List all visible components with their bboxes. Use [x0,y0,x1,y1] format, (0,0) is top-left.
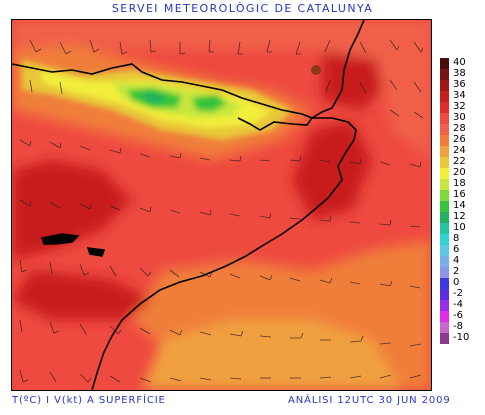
legend-label: 8 [453,233,460,244]
legend-label: -8 [453,321,463,332]
legend-label: 30 [453,112,466,123]
legend-entry: 26 [440,134,485,146]
map-canvas [12,20,431,390]
legend-swatch [440,267,449,278]
legend-swatch [440,190,449,201]
legend-swatch [440,135,449,146]
legend-entry: 0 [440,277,485,289]
legend-swatch [440,168,449,179]
legend-label: 12 [453,211,466,222]
legend-swatch [440,69,449,80]
legend-swatch [440,201,449,212]
legend-label: 40 [453,57,466,68]
legend-swatch [440,212,449,223]
legend-entry: 2 [440,266,485,278]
legend-swatch [440,58,449,69]
coastline [12,20,365,390]
legend-swatch [440,311,449,322]
legend-swatch [440,234,449,245]
legend-swatch [440,322,449,333]
legend-entry: -2 [440,288,485,300]
legend-entry: -4 [440,299,485,311]
legend-label: 20 [453,167,466,178]
legend-entry: 34 [440,90,485,102]
legend-entry: 4 [440,255,485,267]
legend-label: -4 [453,299,463,310]
legend-label: 6 [453,244,460,255]
legend-swatch [440,300,449,311]
legend-label: 16 [453,189,466,200]
legend-entry: 24 [440,145,485,157]
legend-label: 28 [453,123,466,134]
pyrenees-cold-zone [22,60,292,140]
legend-entry: 18 [440,178,485,190]
legend-entry: 16 [440,189,485,201]
legend-swatch [440,278,449,289]
legend-label: 24 [453,145,466,156]
legend-entry: 12 [440,211,485,223]
legend-swatch [440,179,449,190]
legend-entry: 6 [440,244,485,256]
analysis-timestamp: ANÀLISI 12UTC 30 JUN 2009 [288,395,451,406]
legend-swatch [440,223,449,234]
legend-label: 14 [453,200,466,211]
legend-swatch [440,333,449,344]
field-description: T(ºC) I V(kt) A SUPERFÍCIE [12,395,166,406]
legend-entry: 32 [440,101,485,113]
legend-entry: 30 [440,112,485,124]
legend-label: -2 [453,288,463,299]
legend-swatch [440,157,449,168]
legend-entry: 36 [440,79,485,91]
legend-entry: -10 [440,332,485,344]
legend-swatch [440,245,449,256]
legend-label: -10 [453,332,470,343]
legend-swatch [440,91,449,102]
legend-label: -6 [453,310,463,321]
legend-entry: 28 [440,123,485,135]
legend-label: 32 [453,101,466,112]
legend-swatch [440,102,449,113]
legend-entry: 8 [440,233,485,245]
temperature-legend: 40 38 36 34 32 30 28 26 24 22 20 18 16 14 12 10 8 6 4 2 0 -2-… [440,57,485,344]
legend-entry: 38 [440,68,485,80]
legend-entry: -6 [440,310,485,322]
legend-entry: 10 [440,222,485,234]
legend-swatch [440,124,449,135]
legend-entry: 20 [440,167,485,179]
legend-entry: -8 [440,321,485,333]
legend-label: 4 [453,255,460,266]
legend-label: 2 [453,266,460,277]
legend-entry: 22 [440,156,485,168]
legend-label: 36 [453,79,466,90]
map-title: SERVEI METEOROLÒGIC DE CATALUNYA [111,2,374,15]
legend-label: 38 [453,68,466,79]
legend-entry: 40 [440,57,485,69]
legend-swatch [440,80,449,91]
wind-barbs [19,39,424,383]
temperature-map [11,19,432,391]
legend-label: 18 [453,178,466,189]
legend-label: 0 [453,277,460,288]
legend-label: 26 [453,134,466,145]
legend-label: 34 [453,90,466,101]
legend-swatch [440,113,449,124]
legend-swatch [440,289,449,300]
legend-swatch [440,256,449,267]
legend-entry: 14 [440,200,485,212]
legend-label: 10 [453,222,466,233]
hot-spot-marker [311,65,321,75]
legend-label: 22 [453,156,466,167]
legend-swatch [440,146,449,157]
